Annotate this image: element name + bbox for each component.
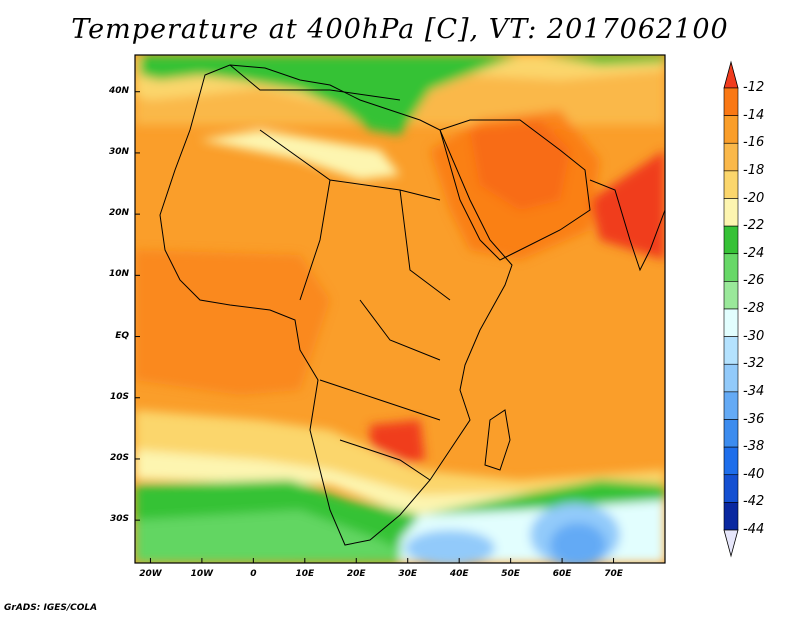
y-tick-label: 30N (108, 146, 129, 157)
x-tick-label: 30E (398, 569, 418, 579)
colorbar-swatch (723, 336, 739, 365)
colorbar-label: -24 (743, 245, 765, 261)
colorbar-label: -22 (743, 218, 765, 234)
colorbar-label: -20 (743, 190, 765, 206)
colorbar-label: -34 (743, 383, 765, 399)
axis-ticks (135, 91, 615, 563)
map-title: Temperature at 400hPa [C], VT: 201706210… (71, 14, 729, 45)
y-tick-label: EQ (115, 330, 129, 341)
y-tick-label: 10S (109, 391, 129, 402)
x-tick-label: 50E (501, 569, 520, 579)
colorbar-swatch (723, 253, 739, 282)
colorbar-swatch (723, 391, 739, 420)
colorbar-label: -36 (743, 411, 765, 427)
x-tick-label: 70E (604, 569, 623, 579)
colorbar-label: -16 (743, 135, 765, 151)
colorbar-swatch (723, 87, 739, 116)
plot-frame (134, 54, 666, 564)
colorbar-bottom-arrow (723, 529, 739, 558)
colorbar-swatch (723, 198, 739, 227)
colorbar-swatch (723, 170, 739, 199)
temperature-field (135, 55, 665, 563)
colorbar-swatch (723, 308, 739, 337)
colorbar-top-arrow (723, 60, 739, 89)
colorbar-swatch (723, 142, 739, 172)
coastlines (159, 64, 665, 546)
colorbar-swatch (723, 446, 739, 476)
colorbar-label: -38 (743, 439, 765, 455)
colorbar-label: -28 (743, 301, 765, 316)
colorbar-label: -26 (743, 273, 765, 289)
colorbar-label: -32 (743, 356, 765, 372)
colorbar-swatch (723, 363, 739, 393)
x-tick-label: 60E (552, 569, 572, 579)
colorbar-swatch (723, 115, 739, 144)
x-tick-label: 20E (346, 569, 366, 579)
y-tick-label: 30S (109, 514, 129, 525)
colorbar-label: -44 (743, 522, 765, 537)
colorbar-label: -42 (743, 494, 765, 510)
colorbar-swatch (723, 281, 739, 310)
x-tick-label: 40E (449, 569, 469, 579)
y-tick-label: 20N (108, 208, 129, 219)
x-tick-label: 0 (250, 569, 257, 579)
y-tick-label: 40N (108, 85, 129, 96)
colorbar-swatch (723, 419, 739, 448)
colorbar-label: -14 (743, 107, 765, 123)
colorbar-swatch (723, 474, 739, 503)
colorbar-swatch (723, 502, 739, 531)
footer-credit: GrADS: IGES/COLA (4, 603, 98, 613)
y-tick-label: 10N (108, 269, 129, 280)
colorbar-label: -12 (743, 80, 765, 95)
colorbar-label: -40 (743, 466, 765, 482)
x-tick-label: 10E (295, 569, 315, 579)
colorbar (723, 60, 739, 558)
colorbar-swatch (723, 225, 739, 255)
colorbar-label: -30 (743, 328, 765, 344)
y-tick-label: 20S (109, 452, 129, 463)
x-tick-label: 10W (190, 569, 214, 579)
x-tick-label: 20W (139, 569, 162, 579)
colorbar-label: -18 (743, 162, 765, 178)
